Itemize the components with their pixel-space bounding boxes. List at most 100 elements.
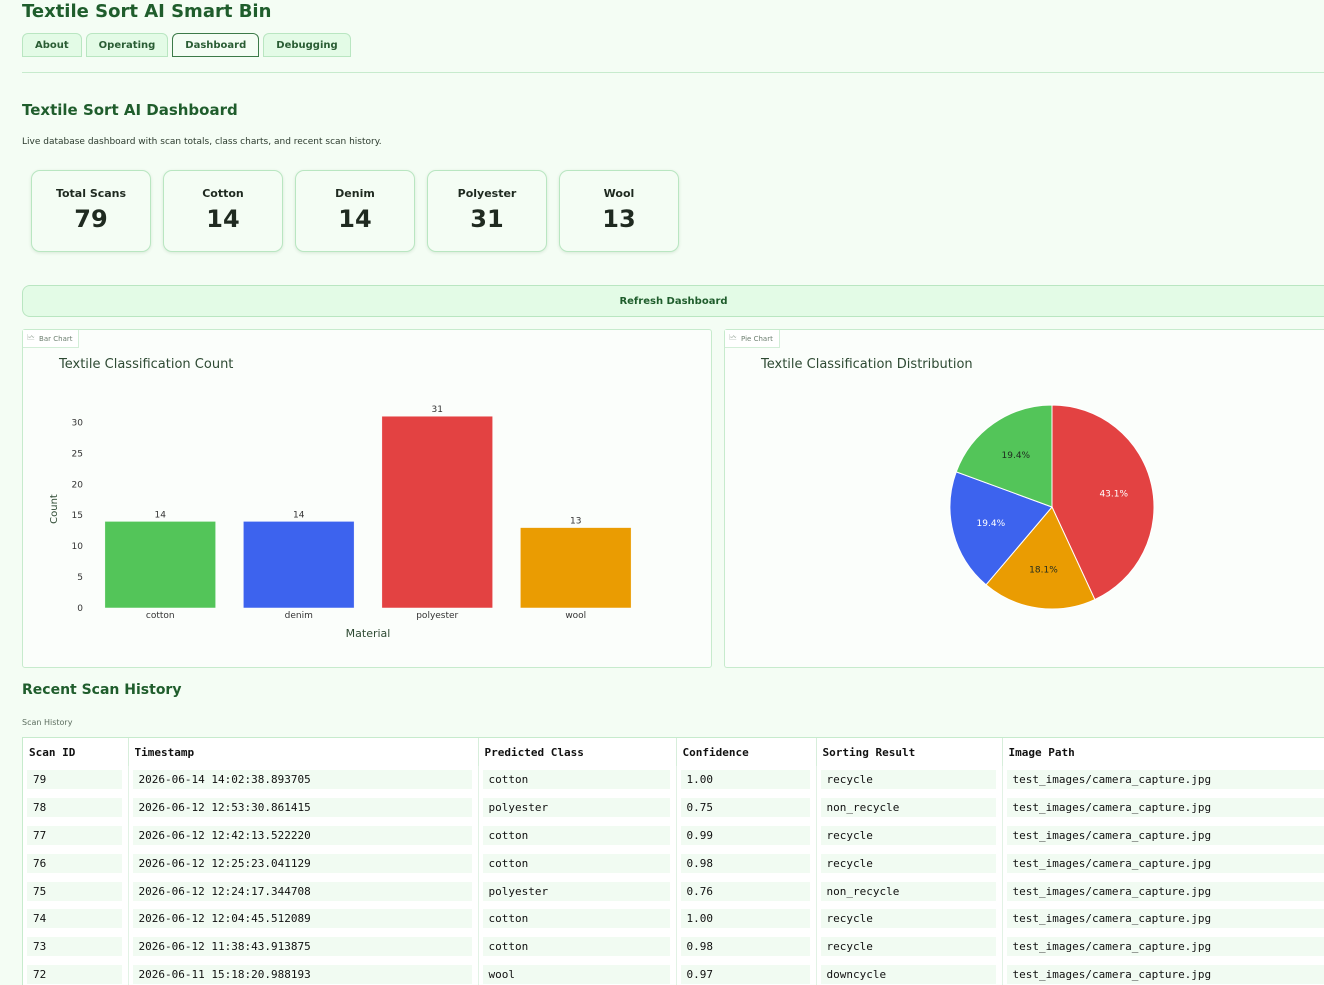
table-row[interactable]: 74 2026-06-12 12:04:45.512089 cotton 1.00 re… [23, 904, 1324, 933]
cell-scan-id[interactable]: 72 [23, 960, 129, 985]
cell-timestamp[interactable]: 2026-06-12 12:53:30.861415 [128, 793, 479, 822]
x-tick-label: cotton [146, 611, 175, 621]
column-header-sorting-result[interactable]: Sorting Result [816, 738, 1003, 766]
cell-scan-id[interactable]: 76 [23, 849, 129, 878]
cell-predicted-class[interactable]: cotton [478, 904, 677, 933]
table-row[interactable]: 73 2026-06-12 11:38:43.913875 cotton 0.98 re… [23, 932, 1324, 961]
cell-confidence[interactable]: 1.00 [676, 904, 817, 933]
bar-chart-tag-label: Bar Chart [39, 334, 73, 343]
table-row[interactable]: 77 2026-06-12 12:42:13.522220 cotton 0.99 re… [23, 821, 1324, 850]
cell-value: cotton [482, 853, 670, 873]
cell-value: test_images/camera_capture.jpg [1006, 964, 1324, 984]
cell-value: non_recycle [820, 798, 996, 818]
y-axis-label: Count [49, 494, 60, 524]
tab-debugging[interactable]: Debugging [263, 33, 351, 57]
chart-icon: 🗠 [27, 332, 36, 342]
cell-scan-id[interactable]: 73 [23, 932, 129, 961]
cell-timestamp[interactable]: 2026-06-12 12:04:45.512089 [128, 904, 479, 933]
table-row[interactable]: 78 2026-06-12 12:53:30.861415 polyester 0.7… [23, 793, 1324, 822]
refresh-dashboard-button[interactable]: Refresh Dashboard [22, 285, 1324, 317]
cell-image-path[interactable]: test_images/camera_capture.jpg [1002, 877, 1324, 905]
cell-scan-id[interactable]: 77 [23, 821, 129, 850]
y-tick-label: 15 [72, 511, 83, 521]
table-row[interactable]: 72 2026-06-11 15:18:20.988193 wool 0.97 down… [23, 960, 1324, 985]
chart-title: Textile Classification Distribution [760, 357, 973, 372]
stat-value: 13 [602, 205, 636, 233]
cell-confidence[interactable]: 0.98 [676, 932, 817, 961]
cell-image-path[interactable]: test_images/camera_capture.jpg [1002, 932, 1324, 961]
cell-timestamp[interactable]: 2026-06-12 12:42:13.522220 [128, 821, 479, 850]
cell-timestamp[interactable]: 2026-06-14 14:02:38.893705 [128, 766, 479, 794]
cell-value: 75 [27, 881, 122, 901]
cell-value: 2026-06-11 15:18:20.988193 [132, 964, 472, 984]
stat-label: Total Scans [55, 187, 127, 200]
cell-confidence[interactable]: 0.98 [676, 849, 817, 878]
table-row[interactable]: 75 2026-06-12 12:24:17.344708 polyester 0.7… [23, 877, 1324, 905]
cell-image-path[interactable]: test_images/camera_capture.jpg [1002, 793, 1324, 822]
cell-predicted-class[interactable]: polyester [478, 793, 677, 822]
cell-value: 1.00 [680, 770, 810, 790]
cell-predicted-class[interactable]: wool [478, 960, 677, 985]
dashboard-title: Textile Sort AI Dashboard [22, 101, 238, 119]
cell-confidence[interactable]: 0.75 [676, 793, 817, 822]
cell-image-path[interactable]: test_images/camera_capture.jpg [1002, 821, 1324, 850]
cell-confidence[interactable]: 0.99 [676, 821, 817, 850]
x-tick-label: wool [565, 611, 586, 621]
cell-sorting-result[interactable]: recycle [816, 932, 1003, 961]
pie-slice-wool [985, 506, 1096, 610]
cell-scan-id[interactable]: 78 [23, 793, 129, 822]
bar-chart: Textile Classification Count 0 5 10 15 20 25 30… [49, 357, 632, 640]
cell-value: test_images/camera_capture.jpg [1006, 798, 1324, 818]
cell-sorting-result[interactable]: non_recycle [816, 793, 1003, 822]
cell-scan-id[interactable]: 75 [23, 877, 129, 905]
cell-image-path[interactable]: test_images/camera_capture.jpg [1002, 766, 1324, 794]
chart-icon: 🗠 [729, 332, 738, 342]
cell-value: cotton [482, 770, 670, 790]
cell-confidence[interactable]: 0.97 [676, 960, 817, 985]
scan-history-table[interactable]: Scan ID Timestamp Predicted Class Confid… [22, 737, 1324, 985]
cell-sorting-result[interactable]: downcycle [816, 960, 1003, 985]
cell-value: wool [482, 964, 670, 984]
cell-value: test_images/camera_capture.jpg [1006, 881, 1324, 901]
cell-image-path[interactable]: test_images/camera_capture.jpg [1002, 904, 1324, 933]
table-row[interactable]: 79 2026-06-14 14:02:38.893705 cotton 1.00 re… [23, 766, 1324, 794]
cell-predicted-class[interactable]: cotton [478, 766, 677, 794]
cell-sorting-result[interactable]: recycle [816, 821, 1003, 850]
column-header-image-path[interactable]: Image Path [1002, 738, 1324, 766]
chart-title: Textile Classification Count [58, 357, 233, 372]
tab-operating[interactable]: Operating [85, 33, 169, 57]
cell-predicted-class[interactable]: polyester [478, 877, 677, 905]
table-row[interactable]: 76 2026-06-12 12:25:23.041129 cotton 0.98 re… [23, 849, 1324, 878]
column-header-predicted-class[interactable]: Predicted Class [478, 738, 677, 766]
column-header-timestamp[interactable]: Timestamp [128, 738, 479, 766]
cell-sorting-result[interactable]: recycle [816, 766, 1003, 794]
cell-image-path[interactable]: test_images/camera_capture.jpg [1002, 960, 1324, 985]
cell-timestamp[interactable]: 2026-06-12 12:25:23.041129 [128, 849, 479, 878]
cell-sorting-result[interactable]: recycle [816, 904, 1003, 933]
cell-value: recycle [820, 825, 996, 845]
cell-confidence[interactable]: 1.00 [676, 766, 817, 794]
tab-about[interactable]: About [22, 33, 82, 57]
column-header-confidence[interactable]: Confidence [676, 738, 817, 766]
column-header-scan-id[interactable]: Scan ID [23, 738, 129, 766]
x-tick-label: polyester [416, 611, 458, 621]
cell-timestamp[interactable]: 2026-06-12 12:24:17.344708 [128, 877, 479, 905]
cell-predicted-class[interactable]: cotton [478, 821, 677, 850]
y-tick-label: 30 [72, 418, 84, 428]
bar-data-label: 14 [155, 510, 167, 520]
cell-predicted-class[interactable]: cotton [478, 849, 677, 878]
tab-dashboard[interactable]: Dashboard [172, 33, 260, 57]
cell-image-path[interactable]: test_images/camera_capture.jpg [1002, 849, 1324, 878]
pie-slice-label: 18.1% [1029, 566, 1058, 576]
cell-confidence[interactable]: 0.76 [676, 877, 817, 905]
cell-sorting-result[interactable]: recycle [816, 849, 1003, 878]
cell-sorting-result[interactable]: non_recycle [816, 877, 1003, 905]
cell-timestamp[interactable]: 2026-06-12 11:38:43.913875 [128, 932, 479, 961]
cell-value: recycle [820, 770, 996, 790]
cell-timestamp[interactable]: 2026-06-11 15:18:20.988193 [128, 960, 479, 985]
stat-cards: Total Scans 79 Cotton 14 Denim 14 Polyes… [31, 170, 679, 252]
cell-scan-id[interactable]: 79 [23, 766, 129, 794]
cell-scan-id[interactable]: 74 [23, 904, 129, 933]
x-axis-label: Material [346, 627, 391, 640]
cell-predicted-class[interactable]: cotton [478, 932, 677, 961]
